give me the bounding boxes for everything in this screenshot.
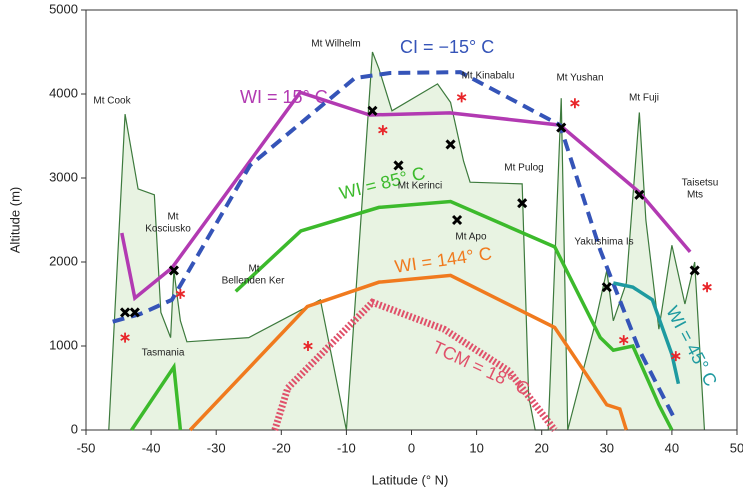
x-axis-label: Latitude (° N) [372, 472, 449, 487]
x-tick-label: 40 [665, 440, 679, 455]
y-tick-label: 4000 [49, 85, 78, 100]
estimated-marker [120, 332, 130, 343]
observed-marker [452, 214, 463, 226]
mountain-label: Mt Yushan [556, 73, 603, 84]
terrain-area [108, 52, 705, 430]
marker-asterisk [378, 125, 388, 136]
marker-cross [168, 265, 179, 276]
estimated-marker [175, 288, 186, 299]
series-line [271, 298, 558, 433]
mountain-label: Mt Wilhelm [311, 39, 360, 50]
mountain-label: Mt Kinabalu [462, 71, 515, 82]
series-line [612, 281, 681, 385]
mountain-label: Mt Cook [93, 96, 131, 107]
y-tick-label: 5000 [49, 1, 78, 16]
estimated-marker [671, 351, 681, 362]
observed-marker [517, 198, 528, 209]
estimated-marker [378, 125, 388, 136]
observed-marker [129, 307, 140, 318]
mountain-label: Taisetsu [682, 178, 719, 189]
marker-cross [367, 105, 378, 116]
marker-asterisk [456, 92, 467, 103]
marker-cross [452, 214, 463, 226]
x-tick-label: 20 [534, 440, 548, 455]
observed-marker [556, 122, 567, 133]
x-tick-label: -50 [77, 440, 96, 455]
observed-marker [168, 265, 179, 276]
marker-cross [119, 307, 131, 318]
series-label: CI = −15° C [400, 37, 494, 57]
x-tick-label: -20 [272, 440, 291, 455]
estimated-marker [570, 98, 580, 109]
mountain-label: Tasmania [142, 348, 185, 359]
x-tick-label: -30 [207, 440, 226, 455]
marker-cross [129, 307, 140, 318]
marker-cross [634, 189, 645, 200]
observed-marker [634, 189, 645, 200]
y-tick-label: 0 [71, 421, 78, 436]
mountain-label: Bellenden Ker [222, 276, 285, 287]
estimated-marker [303, 341, 313, 351]
y-tick-label: 2000 [49, 253, 78, 268]
x-tick-label: -40 [142, 440, 161, 455]
observed-marker [119, 307, 131, 318]
mountain-label: Mt [248, 264, 259, 275]
marker-cross [393, 160, 404, 171]
marker-asterisk [618, 335, 629, 346]
observed-marker [601, 282, 612, 293]
estimated-marker [456, 92, 467, 103]
y-axis-label: Altitude (m) [7, 187, 22, 253]
observed-marker [393, 160, 404, 171]
x-tick-label: 0 [408, 440, 415, 455]
x-tick-label: 30 [600, 440, 614, 455]
marker-cross [689, 265, 700, 276]
observed-marker [445, 139, 456, 150]
mountain-label: Mt Kerinci [398, 181, 442, 192]
marker-cross [445, 139, 456, 150]
estimated-marker [618, 335, 629, 346]
marker-asterisk [570, 98, 580, 109]
mountain-label: Yakushima Is [574, 237, 633, 248]
marker-asterisk [702, 282, 712, 293]
observed-marker [689, 265, 700, 276]
marker-asterisk [120, 332, 130, 343]
mountain-label: Mts [687, 190, 703, 201]
y-tick-label: 3000 [49, 169, 78, 184]
mountain-label: Kosciusko [145, 224, 191, 235]
marker-asterisk [175, 288, 186, 299]
marker-cross [601, 282, 612, 293]
mountain-label: Mt Fuji [629, 93, 659, 104]
mountain-label: Mt Pulog [504, 163, 543, 174]
marker-asterisk [303, 341, 313, 351]
marker-cross [556, 122, 567, 133]
series-label: WI = 15° C [240, 87, 328, 107]
observed-marker [367, 105, 378, 116]
marker-cross [517, 198, 528, 209]
x-tick-label: 50 [730, 440, 743, 455]
series-line [188, 273, 629, 432]
estimated-marker [702, 282, 712, 293]
marker-asterisk [671, 351, 681, 362]
y-tick-label: 1000 [49, 337, 78, 352]
x-tick-label: 10 [469, 440, 483, 455]
series-line [130, 199, 674, 431]
mountain-label: Mt Apo [455, 232, 487, 243]
mountain-label: Mt [167, 212, 178, 223]
x-tick-label: -10 [337, 440, 356, 455]
